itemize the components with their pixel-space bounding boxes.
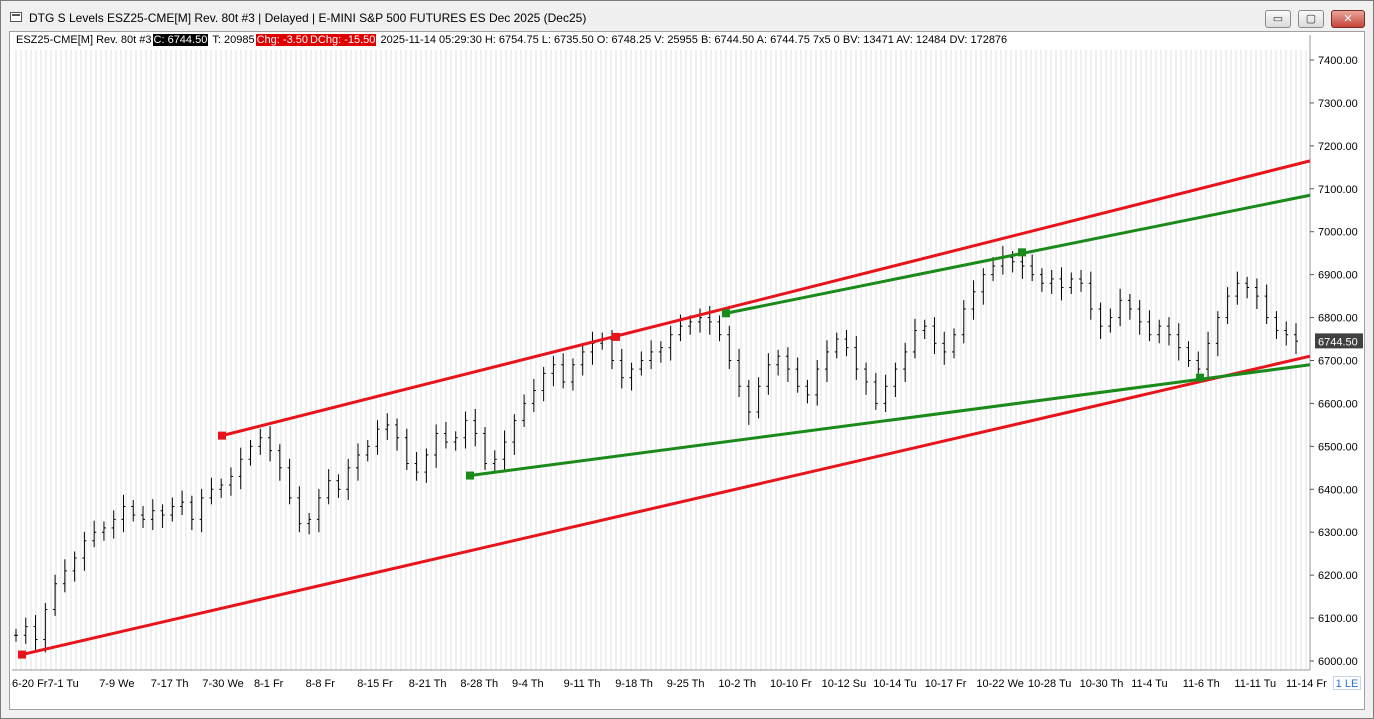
green-lower-trendline[interactable] — [469, 363, 1311, 478]
x-tick-label: 7-1 Tu — [48, 678, 79, 690]
trendline-anchor[interactable] — [218, 431, 226, 440]
minimize-button[interactable]: ▭ — [1265, 10, 1291, 28]
y-tick-label: 6300.00 — [1318, 527, 1358, 539]
x-tick-label: 8-8 Fr — [306, 678, 336, 690]
last-price-box — [1315, 333, 1363, 349]
y-tick-label: 6400.00 — [1318, 484, 1358, 496]
x-tick-label: 9-11 Th — [564, 678, 601, 690]
y-tick-label: 7300.00 — [1318, 98, 1358, 110]
close-button[interactable]: ✕ — [1331, 10, 1365, 28]
trendline-anchor[interactable] — [612, 332, 620, 341]
last-price-label: 6744.50 — [1318, 336, 1358, 348]
x-tick-label: 8-21 Th — [409, 678, 447, 690]
info-chg: Chg: -3.50 — [255, 34, 309, 46]
x-tick-label: 10-22 We — [976, 678, 1024, 690]
x-tick-label: 10-12 Su — [822, 678, 867, 690]
trendline-anchor[interactable] — [466, 471, 474, 480]
trendline-anchor[interactable] — [1196, 373, 1204, 382]
x-tick-label: 10-17 Fr — [925, 678, 967, 690]
x-tick-label: 7-30 We — [202, 678, 243, 690]
x-tick-label: 9-25 Th — [667, 678, 705, 690]
y-tick-label: 7200.00 — [1318, 141, 1358, 153]
x-tick-label: 7-9 We — [99, 678, 134, 690]
y-tick-label: 6800.00 — [1318, 313, 1358, 325]
window-title: DTG S Levels ESZ25-CME[M] Rev. 80t #3 | … — [29, 11, 587, 25]
app-icon — [10, 12, 22, 22]
y-tick-label: 6100.00 — [1318, 613, 1358, 625]
x-tick-label: 7-17 Th — [151, 678, 189, 690]
trendline-anchor[interactable] — [1018, 248, 1026, 257]
info-symbol: ESZ25-CME[M] Rev. 80t #3 — [16, 34, 152, 46]
le-badge[interactable]: 1 LE — [1333, 676, 1361, 690]
x-tick-label: 10-14 Tu — [873, 678, 916, 690]
x-tick-label: 8-1 Fr — [254, 678, 284, 690]
y-tick-label: 6200.00 — [1318, 570, 1358, 582]
trendline-anchor[interactable] — [18, 650, 26, 659]
info-rest: 2025-11-14 05:29:30 H: 6754.75 L: 6735.5… — [380, 34, 1008, 46]
y-tick-label: 6900.00 — [1318, 270, 1358, 282]
y-tick-label: 7400.00 — [1318, 55, 1358, 67]
red-upper-trendline[interactable] — [221, 159, 1311, 438]
info-line: ESZ25-CME[M] Rev. 80t #3 C: 6744.50 T: 20… — [15, 33, 1008, 47]
x-tick-label: 11-14 Fr — [1286, 678, 1327, 690]
x-tick-label: 10-2 Th — [718, 678, 756, 690]
y-tick-label: 7100.00 — [1318, 184, 1358, 196]
x-tick-label: 10-10 Fr — [770, 678, 812, 690]
y-tick-label: 6500.00 — [1318, 441, 1358, 453]
info-ticks: T: 20985 — [212, 34, 255, 46]
y-tick-label: 6600.00 — [1318, 398, 1358, 410]
info-close: C: 6744.50 — [152, 34, 209, 46]
x-tick-label: 9-4 Th — [512, 678, 544, 690]
x-tick-label: 11-11 Tu — [1234, 678, 1276, 690]
y-tick-label: 7000.00 — [1318, 227, 1358, 239]
maximize-button[interactable]: ▢ — [1298, 10, 1324, 28]
info-dchg: DChg: -15.50 — [308, 34, 377, 46]
y-tick-label: 6700.00 — [1318, 356, 1358, 368]
x-tick-label: 8-15 Fr — [357, 678, 393, 690]
red-lower-trendline[interactable] — [21, 354, 1311, 657]
x-tick-label: 8-28 Th — [460, 678, 498, 690]
chart-area[interactable] — [9, 31, 1365, 710]
trendline-anchor[interactable] — [722, 309, 730, 318]
x-tick-label: 10-30 Th — [1080, 678, 1124, 690]
x-tick-label: 11-6 Th — [1183, 678, 1220, 690]
x-tick-label: 10-28 Tu — [1028, 678, 1071, 690]
x-tick-label: 11-4 Tu — [1131, 678, 1168, 690]
title-bar[interactable]: DTG S Levels ESZ25-CME[M] Rev. 80t #3 | … — [1, 1, 1373, 31]
y-tick-label: 6000.00 — [1318, 656, 1358, 668]
x-tick-label: 9-18 Th — [615, 678, 653, 690]
x-tick-label: 6-20 Fr — [12, 678, 48, 690]
